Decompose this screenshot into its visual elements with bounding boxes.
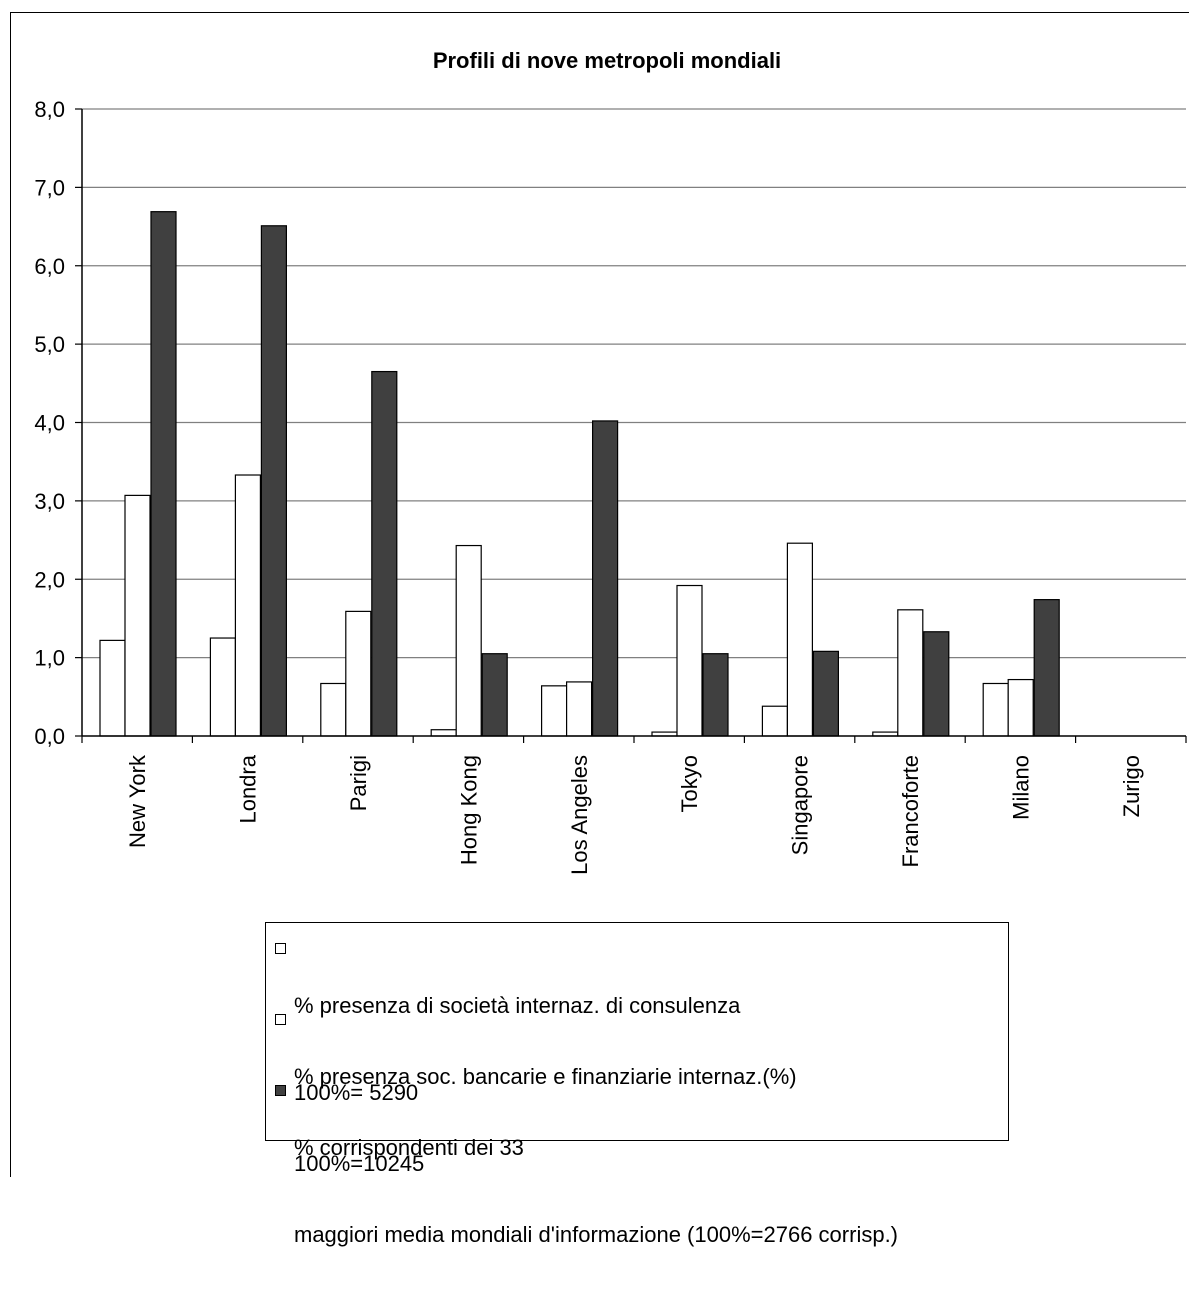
- bar: [260, 225, 287, 737]
- x-tick-label: Francoforte: [898, 755, 923, 868]
- bar: [923, 631, 950, 737]
- legend: % presenza di società internaz. di consu…: [265, 922, 1009, 1247]
- bar: [897, 609, 924, 737]
- y-tick-label: 2,0: [34, 567, 65, 592]
- bar: [676, 584, 703, 737]
- bar: [702, 653, 729, 737]
- x-tick-label: Los Angeles: [567, 755, 592, 875]
- bar: [812, 650, 840, 737]
- bar: [320, 682, 347, 737]
- y-axis-ticks: 0,0 1,0 2,0 3,0 4,0 5,0 6,0 7,0 8,0: [34, 97, 82, 749]
- bar: [481, 653, 508, 737]
- y-tick-label: 0,0: [34, 724, 65, 749]
- bars: [99, 211, 1060, 737]
- y-tick-label: 4,0: [34, 411, 65, 436]
- bar: [124, 494, 151, 737]
- bar: [982, 682, 1009, 737]
- bar: [1033, 599, 1060, 737]
- y-tick-label: 5,0: [34, 332, 65, 357]
- x-tick-label: Milano: [1008, 755, 1033, 820]
- x-tick-label: Zurigo: [1119, 755, 1144, 817]
- bar: [371, 370, 398, 737]
- chart-title: Profili di nove metropoli mondiali: [433, 48, 781, 73]
- x-tick-label: Parigi: [346, 755, 371, 811]
- legend-swatch-bancarie: [275, 1014, 286, 1025]
- gridlines: [82, 108, 1186, 659]
- bar: [234, 474, 261, 737]
- bar: [565, 681, 593, 737]
- chart-frame: [10, 12, 1189, 1177]
- x-tick-label: Londra: [236, 754, 261, 823]
- bar: [591, 420, 619, 737]
- legend-swatch-corrispondenti: [275, 1085, 286, 1096]
- y-tick-label: 3,0: [34, 489, 65, 514]
- x-tick-label: Singapore: [788, 755, 813, 855]
- bar: [540, 685, 568, 737]
- legend-label-bancarie-detail: 100%=10245: [294, 1151, 425, 1176]
- bar: [455, 544, 482, 737]
- legend-label-bancarie: % presenza soc. bancarie e finanziarie i…: [294, 1064, 797, 1089]
- y-tick-label: 7,0: [34, 175, 65, 200]
- legend-label-consulenza-detail: 100%= 5290: [294, 1080, 419, 1105]
- bar: [345, 610, 372, 737]
- bar: [99, 639, 126, 737]
- legend-swatch-consulenza: [275, 943, 286, 954]
- x-axis-ticks: New York Londra Parigi Hong Kong Los Angeles…: [81, 736, 1187, 875]
- y-tick-label: 6,0: [34, 254, 65, 279]
- bar: [150, 211, 177, 737]
- bar: [209, 637, 236, 737]
- bar: [430, 729, 457, 737]
- x-tick-label: Hong Kong: [456, 755, 481, 865]
- bar: [786, 542, 814, 737]
- legend-label-consulenza: % presenza di società internaz. di consu…: [294, 993, 741, 1018]
- x-tick-label: Tokyo: [677, 755, 702, 812]
- axes: [81, 109, 1186, 737]
- y-tick-label: 1,0: [34, 646, 65, 671]
- x-tick-label: New York: [125, 754, 150, 848]
- bar: [761, 705, 789, 737]
- bar: [1007, 678, 1034, 737]
- legend-label-corrispondenti: % corrispondenti dei 33: [294, 1135, 524, 1160]
- y-tick-label: 8,0: [34, 97, 65, 122]
- legend-label-corrispondenti-detail: maggiori media mondiali d'informazione (…: [294, 1222, 899, 1247]
- chart: Profili di nove metropoli mondiali 0,0 1,…: [34, 48, 1187, 875]
